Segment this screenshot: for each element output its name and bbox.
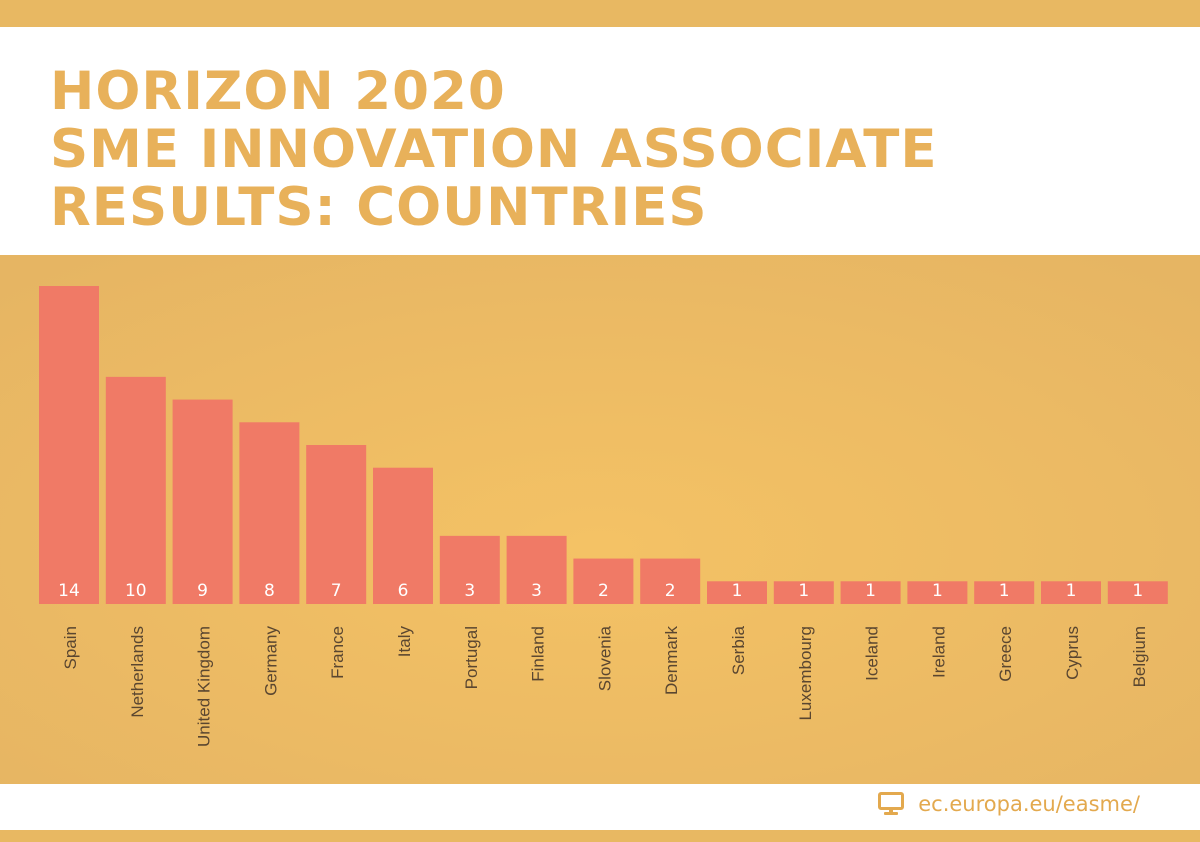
bar-value-label: 14	[58, 581, 80, 601]
bar-value-label: 2	[665, 581, 676, 601]
category-label: France	[328, 626, 347, 679]
bar-luxembourg	[773, 581, 834, 604]
bars-group: 14 Spain 10 Netherlands 9 United Kingdom 8 Germ…	[39, 286, 1168, 747]
bar-value-label: 2	[598, 581, 609, 601]
category-label: Italy	[395, 626, 414, 658]
bar-serbia	[707, 581, 767, 604]
title-line-1: HORIZON 2020	[50, 61, 506, 122]
bar-iceland	[840, 581, 901, 604]
bar-germany	[239, 422, 300, 604]
bar-value-label: 1	[798, 581, 809, 601]
bar-italy	[373, 467, 433, 604]
website-link-text: ec.europa.eu/easme/	[918, 792, 1140, 816]
bar-united-kingdom	[172, 399, 233, 604]
category-label: Finland	[529, 626, 548, 682]
bar-value-label: 1	[932, 581, 943, 601]
category-label: Portugal	[462, 626, 481, 689]
category-label: Serbia	[729, 625, 748, 675]
category-label: Spain	[61, 626, 80, 669]
bar-spain	[39, 286, 99, 604]
bar-value-label: 7	[331, 581, 342, 601]
category-label: United Kingdom	[195, 626, 214, 747]
category-label: Belgium	[1130, 626, 1149, 687]
bar-belgium	[1107, 581, 1168, 604]
category-label: Netherlands	[128, 626, 147, 718]
bar-finland	[506, 535, 567, 604]
category-label: Ireland	[929, 626, 948, 678]
bar-value-label: 9	[197, 581, 208, 601]
bar-greece	[974, 581, 1035, 604]
bar-cyprus	[1041, 581, 1101, 604]
bar-value-label: 10	[125, 581, 147, 601]
category-label: Slovenia	[595, 625, 614, 691]
bar-value-label: 8	[264, 581, 275, 601]
category-label: Iceland	[863, 626, 882, 681]
title-line-3: RESULTS: COUNTRIES	[50, 177, 708, 238]
page-title: HORIZON 2020 SME INNOVATION ASSOCIATE RE…	[50, 63, 938, 237]
bar-value-label: 1	[999, 581, 1010, 601]
bar-value-label: 1	[1066, 581, 1077, 601]
bar-denmark	[640, 558, 701, 604]
category-label: Greece	[996, 626, 1015, 682]
bar-netherlands	[105, 376, 166, 604]
bar-portugal	[439, 535, 500, 604]
website-link[interactable]: ec.europa.eu/easme/	[878, 792, 1140, 816]
bar-value-label: 1	[732, 581, 743, 601]
bar-value-label: 3	[464, 581, 475, 601]
title-line-2: SME INNOVATION ASSOCIATE	[50, 119, 938, 180]
chart-panel: 14 Spain 10 Netherlands 9 United Kingdom 8 Germ…	[0, 255, 1200, 784]
bar-slovenia	[573, 558, 634, 604]
category-label: Germany	[261, 626, 280, 696]
bar-ireland	[907, 581, 968, 604]
bar-france	[306, 445, 367, 604]
top-band	[0, 0, 1200, 27]
bottom-band	[0, 830, 1200, 842]
category-label: Cyprus	[1063, 626, 1082, 680]
bar-value-label: 1	[865, 581, 876, 601]
category-label: Luxembourg	[796, 626, 815, 721]
monitor-icon	[878, 792, 905, 816]
header: HORIZON 2020 SME INNOVATION ASSOCIATE RE…	[0, 27, 1200, 255]
bar-value-label: 1	[1132, 581, 1143, 601]
bar-chart: 14 Spain 10 Netherlands 9 United Kingdom 8 Germ…	[0, 255, 1200, 784]
footer: ec.europa.eu/easme/	[0, 784, 1200, 830]
bar-value-label: 6	[398, 581, 409, 601]
bar-value-label: 3	[531, 581, 542, 601]
category-label: Denmark	[662, 626, 681, 695]
